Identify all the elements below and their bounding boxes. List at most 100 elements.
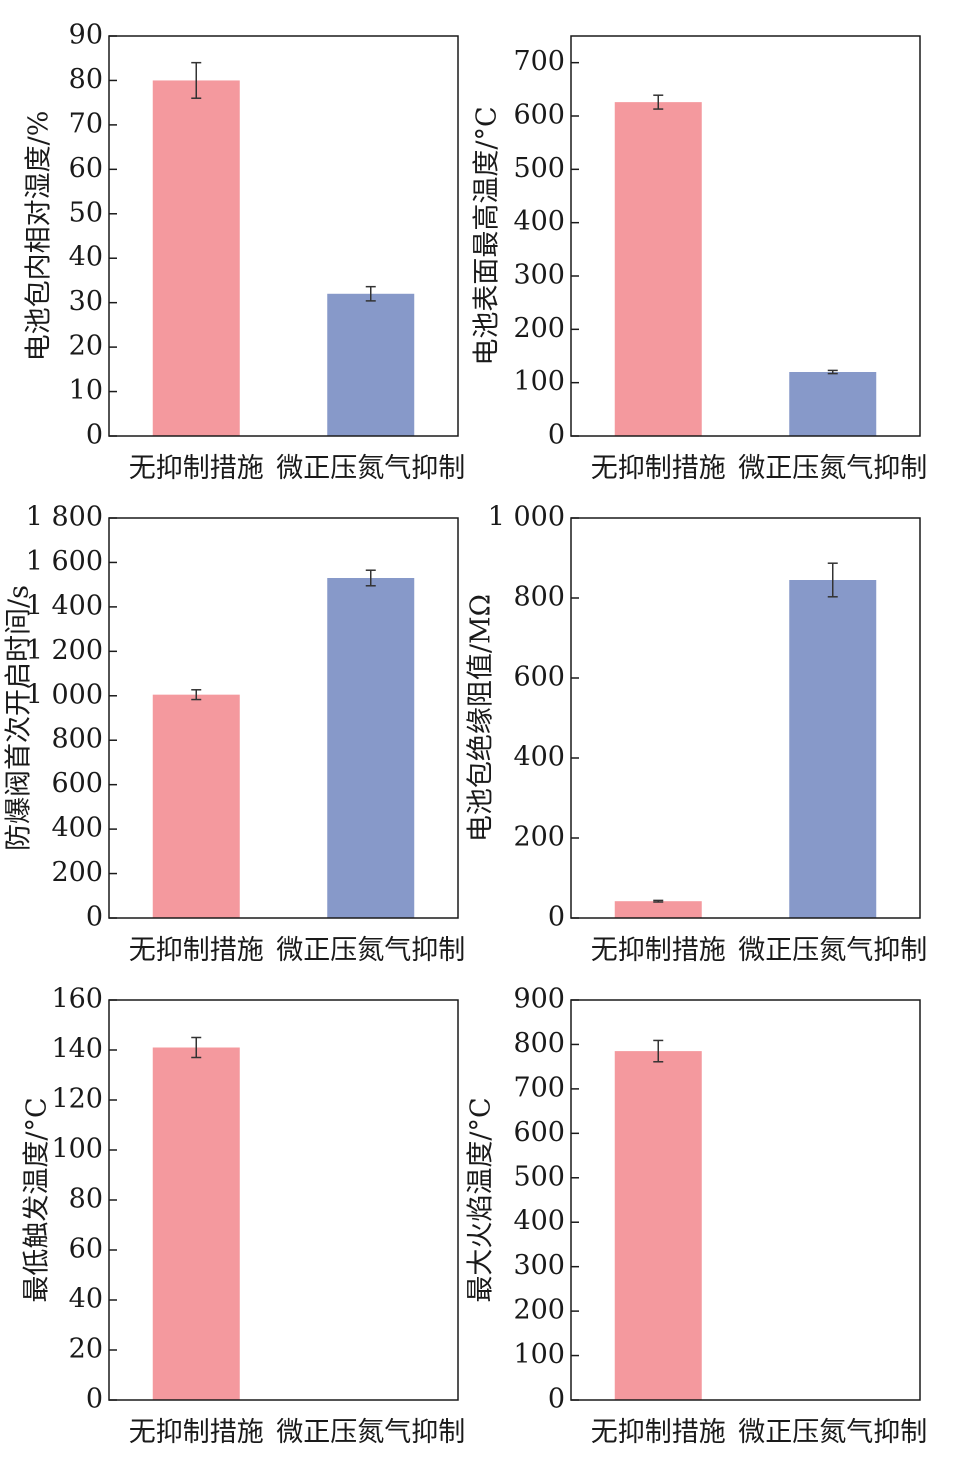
category-label: 无抑制措施 bbox=[129, 935, 264, 966]
chart-panel-2: 0 100 200 300 400 500 600 700 无抑制措施 微正压氮气抑制 电池表面最高… bbox=[472, 35, 927, 484]
error-bar-1 bbox=[191, 689, 202, 701]
plot-frame bbox=[108, 517, 459, 919]
category-label: 微正压氮气抑制 bbox=[276, 935, 465, 966]
y-tick-label: 30 bbox=[69, 286, 103, 317]
error-bar-1 bbox=[653, 94, 664, 110]
category-label: 微正压氮气抑制 bbox=[738, 935, 927, 966]
bar-1 bbox=[152, 1047, 240, 1400]
bar-1 bbox=[614, 901, 702, 918]
y-tick-label: 300 bbox=[513, 260, 565, 291]
y-tick-label: 90 bbox=[69, 20, 103, 51]
y-tick-label: 500 bbox=[513, 1161, 565, 1192]
y-tick-label: 900 bbox=[513, 984, 565, 1015]
y-axis-label: 电池包绝缘阻值/MΩ bbox=[466, 594, 497, 842]
y-tick-label: 0 bbox=[86, 902, 103, 933]
category-label: 无抑制措施 bbox=[129, 1417, 264, 1448]
y-tick-label: 20 bbox=[69, 331, 103, 362]
y-axis-label: 最低触发温度/°C bbox=[22, 1097, 53, 1302]
y-tick-label: 600 bbox=[51, 768, 103, 799]
y-tick-label: 700 bbox=[513, 1072, 565, 1103]
y-tick-label: 1 600 bbox=[26, 546, 103, 577]
y-tick-label: 400 bbox=[513, 1206, 565, 1237]
chart-panel-3: 0 200 400 600 800 1 000 1 200 1 400 1 600 1 800 无抑… bbox=[4, 502, 466, 967]
y-tick-label: 600 bbox=[513, 100, 565, 131]
plot-frame bbox=[570, 35, 921, 437]
bar-2 bbox=[327, 293, 415, 436]
y-axis-label: 最大火焰温度/°C bbox=[466, 1097, 497, 1302]
y-tick-label: 120 bbox=[51, 1084, 103, 1115]
category-label: 无抑制措施 bbox=[591, 1417, 726, 1448]
y-tick-label: 160 bbox=[51, 984, 103, 1015]
y-tick-label: 800 bbox=[513, 1028, 565, 1059]
error-bar-2 bbox=[365, 285, 376, 302]
error-bar-2 bbox=[827, 369, 838, 375]
y-tick-label: 400 bbox=[513, 742, 565, 773]
category-label: 无抑制措施 bbox=[591, 935, 726, 966]
y-tick-label: 0 bbox=[86, 1384, 103, 1415]
y-tick-label: 200 bbox=[513, 822, 565, 853]
y-tick-label: 1 200 bbox=[26, 635, 103, 666]
category-label: 无抑制措施 bbox=[591, 453, 726, 484]
y-axis-label: 防爆阀首次开启时间/s bbox=[4, 585, 35, 851]
y-tick-label: 80 bbox=[69, 64, 103, 95]
bar-1 bbox=[614, 1051, 702, 1400]
chart-panel-1: 0 10 20 30 40 50 60 70 80 90 无抑制措施 微正压氮气抑制 电池包内相对湿度/… bbox=[24, 20, 466, 485]
y-axis-label: 电池表面最高温度/°C bbox=[472, 106, 503, 365]
error-bar-1 bbox=[653, 1039, 664, 1063]
y-tick-label: 500 bbox=[513, 153, 565, 184]
error-bar-1 bbox=[191, 1036, 202, 1059]
chart-panel-4: 0 200 400 600 800 1 000 无抑制措施 微正压氮气抑制 电池包绝缘阻值/MΩ bbox=[466, 502, 928, 967]
bar-2 bbox=[789, 372, 877, 436]
y-tick-label: 20 bbox=[69, 1334, 103, 1365]
y-tick-label: 800 bbox=[51, 724, 103, 755]
y-tick-label: 800 bbox=[513, 582, 565, 613]
y-tick-label: 70 bbox=[69, 108, 103, 139]
plot-frame bbox=[570, 517, 921, 919]
y-tick-label: 700 bbox=[513, 46, 565, 77]
y-tick-label: 200 bbox=[513, 1295, 565, 1326]
bar-1 bbox=[152, 80, 240, 436]
y-tick-label: 80 bbox=[69, 1184, 103, 1215]
y-axis-label: 电池包内相对湿度/% bbox=[24, 111, 55, 362]
y-tick-label: 40 bbox=[69, 1284, 103, 1315]
category-label: 无抑制措施 bbox=[129, 453, 264, 484]
bar-1 bbox=[152, 694, 240, 918]
category-label: 微正压氮气抑制 bbox=[276, 453, 465, 484]
category-label: 微正压氮气抑制 bbox=[738, 453, 927, 484]
y-tick-label: 0 bbox=[86, 420, 103, 451]
y-tick-label: 100 bbox=[513, 1339, 565, 1370]
chart-panel-6: 0 100 200 300 400 500 600 700 800 900 无抑制措施 微正压氮气抑制… bbox=[466, 984, 928, 1449]
y-tick-label: 300 bbox=[513, 1250, 565, 1281]
y-tick-label: 1 800 bbox=[26, 502, 103, 533]
y-tick-label: 50 bbox=[69, 197, 103, 228]
y-tick-label: 1 000 bbox=[488, 502, 565, 533]
y-tick-label: 10 bbox=[69, 375, 103, 406]
error-bar-1 bbox=[653, 899, 664, 903]
y-tick-label: 140 bbox=[51, 1034, 103, 1065]
y-tick-label: 0 bbox=[548, 902, 565, 933]
error-bar-2 bbox=[827, 562, 838, 598]
error-bar-2 bbox=[365, 569, 376, 587]
y-tick-label: 0 bbox=[548, 1384, 565, 1415]
y-tick-label: 0 bbox=[548, 420, 565, 451]
error-bar-1 bbox=[191, 61, 202, 99]
y-tick-label: 200 bbox=[51, 857, 103, 888]
y-tick-label: 1 400 bbox=[26, 590, 103, 621]
bar-1 bbox=[614, 102, 702, 436]
y-tick-label: 1 000 bbox=[26, 679, 103, 710]
bar-2 bbox=[327, 578, 415, 918]
category-label: 微正压氮气抑制 bbox=[276, 1417, 465, 1448]
y-tick-label: 100 bbox=[51, 1134, 103, 1165]
category-label: 微正压氮气抑制 bbox=[738, 1417, 927, 1448]
y-tick-label: 400 bbox=[513, 206, 565, 237]
bar-2 bbox=[789, 580, 877, 918]
chart-panel-5: 0 20 40 60 80 100 120 140 160 无抑制措施 微正压氮气抑制 最低触发温度/… bbox=[22, 984, 466, 1449]
y-tick-label: 40 bbox=[69, 242, 103, 273]
y-tick-label: 60 bbox=[69, 1234, 103, 1265]
y-tick-label: 600 bbox=[513, 662, 565, 693]
y-tick-label: 600 bbox=[513, 1117, 565, 1148]
plot-frame bbox=[108, 35, 459, 437]
y-tick-label: 400 bbox=[51, 813, 103, 844]
y-tick-label: 100 bbox=[513, 366, 565, 397]
y-tick-label: 60 bbox=[69, 153, 103, 184]
